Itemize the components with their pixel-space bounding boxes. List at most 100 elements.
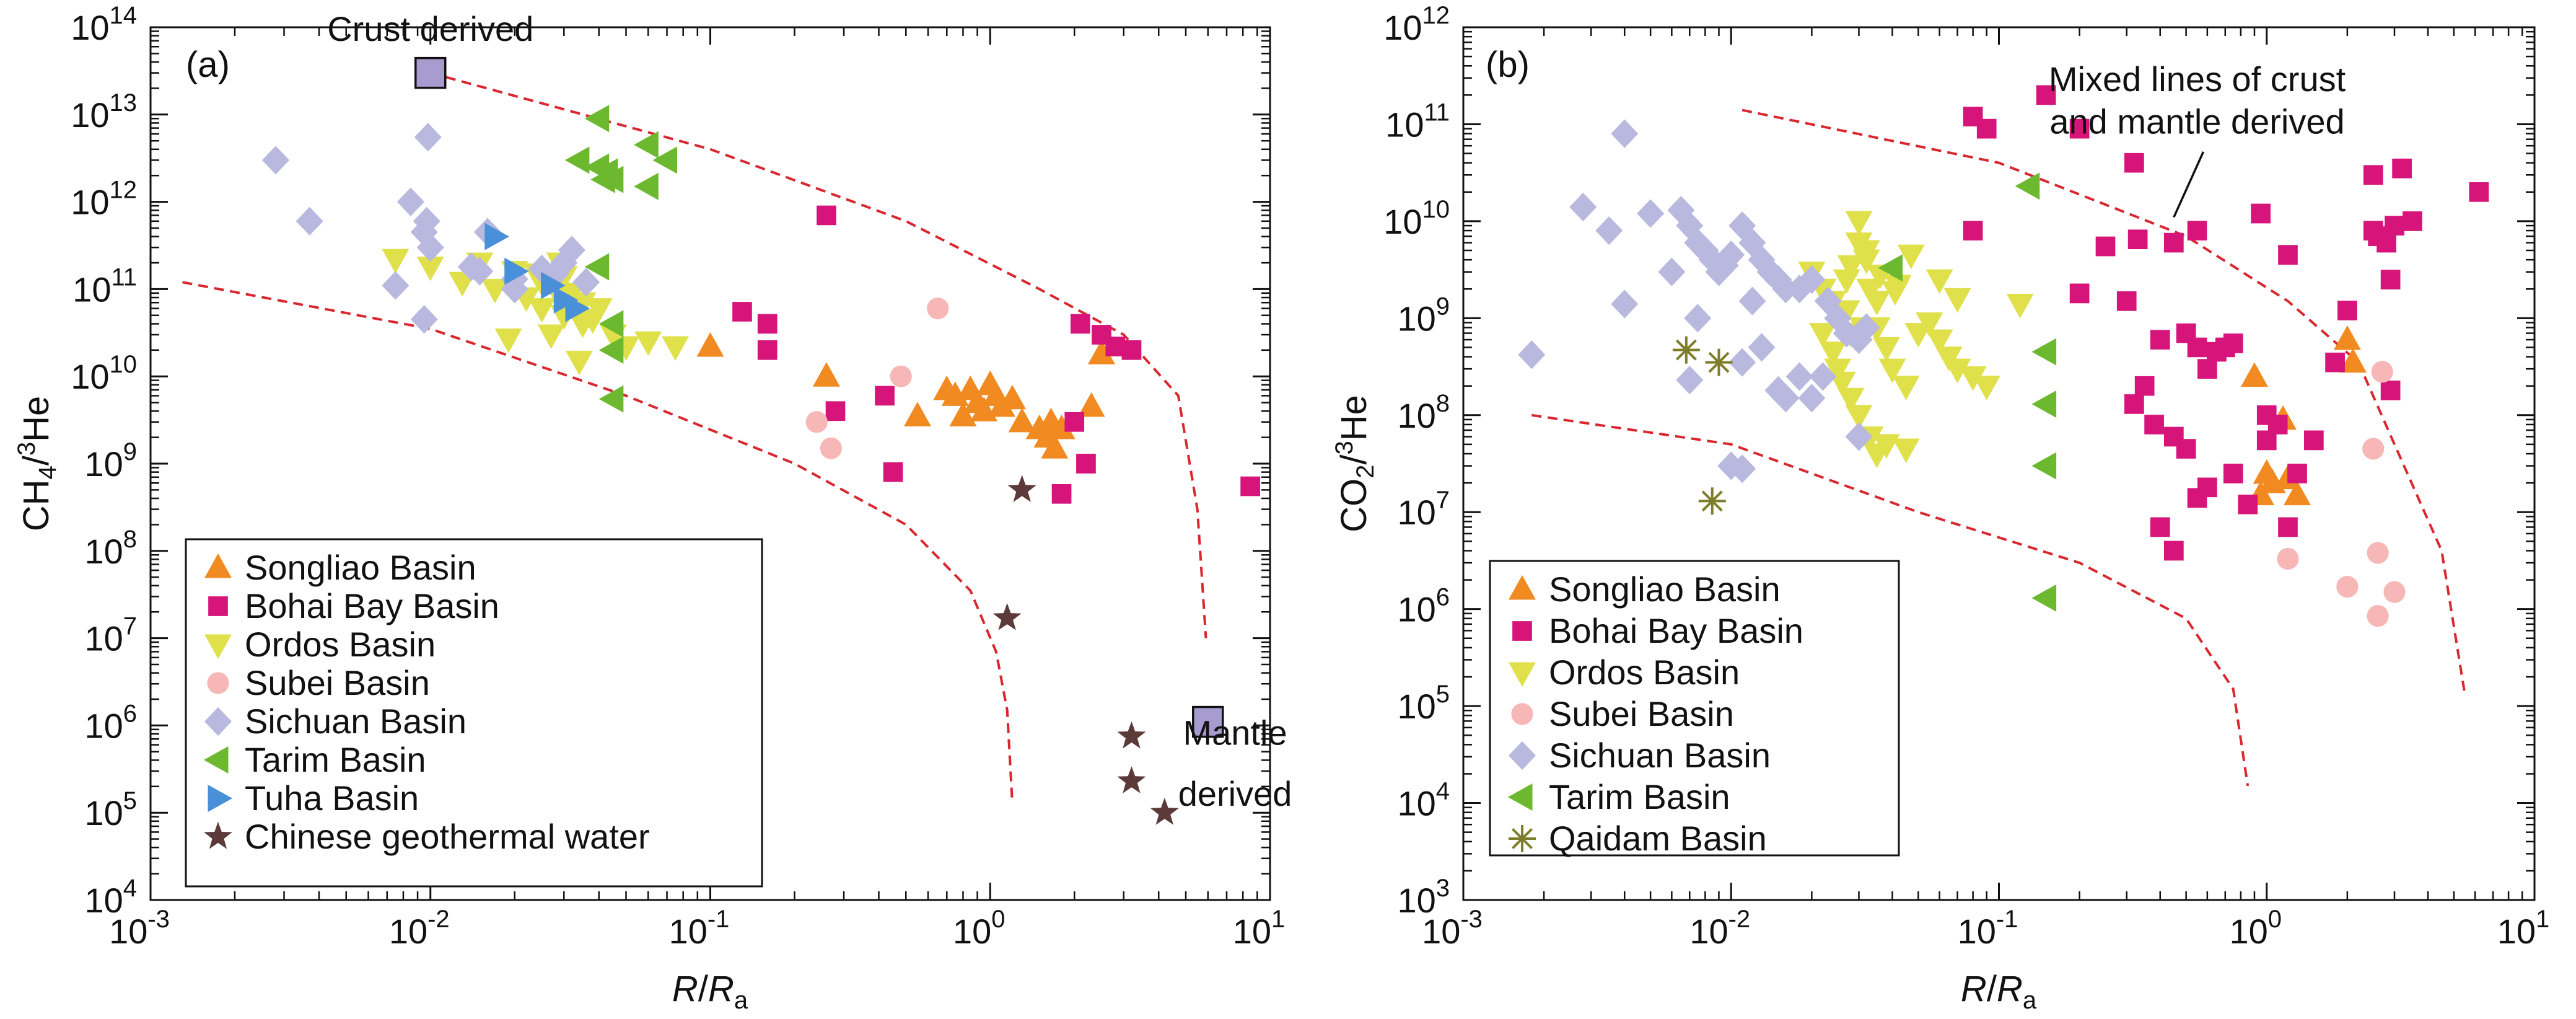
data-point bbox=[2095, 236, 2116, 257]
data-point bbox=[1667, 195, 1695, 225]
data-point bbox=[1070, 314, 1090, 334]
data-point bbox=[537, 324, 565, 350]
mixing-curve bbox=[430, 71, 1207, 638]
data-point bbox=[2197, 359, 2217, 379]
data-point bbox=[296, 206, 323, 236]
data-point bbox=[2197, 477, 2217, 498]
legend-label: Ordos Basin bbox=[245, 625, 436, 664]
data-point bbox=[1837, 387, 1865, 413]
y-tick-label: 107 bbox=[1397, 487, 1450, 532]
y-tick-label: 108 bbox=[1397, 390, 1450, 435]
legend-marker bbox=[1509, 575, 1536, 600]
x-tick-label: 100 bbox=[953, 906, 1005, 951]
x-tick-label: 101 bbox=[2497, 906, 2550, 951]
data-point bbox=[1076, 454, 1096, 474]
legend-marker bbox=[208, 785, 233, 812]
data-point bbox=[2187, 221, 2207, 240]
data-point bbox=[1658, 257, 1686, 286]
data-point bbox=[2380, 270, 2401, 289]
data-point bbox=[2380, 381, 2401, 400]
y-tick-label: 103 bbox=[1397, 875, 1450, 920]
y-tick-label: 105 bbox=[84, 787, 137, 832]
data-point bbox=[2403, 211, 2422, 231]
mixing-curves-b bbox=[1531, 108, 2466, 787]
data-point bbox=[1240, 476, 1260, 496]
data-point bbox=[1088, 340, 1116, 364]
data-point bbox=[2015, 172, 2040, 200]
data-point bbox=[528, 254, 556, 284]
data-point bbox=[2362, 438, 2385, 460]
data-point bbox=[999, 384, 1027, 410]
annotation-text: Mantle bbox=[1183, 713, 1287, 752]
panel-label-b: (b) bbox=[1486, 45, 1530, 85]
data-point bbox=[564, 146, 590, 174]
data-point bbox=[1121, 340, 1142, 360]
legend-marker bbox=[207, 672, 229, 694]
data-point bbox=[1051, 483, 1072, 504]
data-point bbox=[1748, 245, 1776, 275]
data-point bbox=[1845, 211, 1873, 236]
endmembers-a bbox=[414, 56, 1224, 738]
data-point bbox=[2223, 333, 2243, 353]
data-point bbox=[565, 350, 593, 376]
data-point bbox=[1845, 405, 1873, 430]
data-point bbox=[1852, 313, 1880, 342]
data-point bbox=[481, 278, 509, 304]
legend-marker bbox=[203, 746, 229, 774]
data-point bbox=[1897, 244, 1925, 270]
data-point bbox=[504, 257, 529, 285]
data-point bbox=[1872, 434, 1900, 459]
data-point bbox=[1925, 269, 1953, 294]
legend-marker bbox=[208, 596, 228, 616]
data-point bbox=[550, 248, 578, 278]
data-point bbox=[875, 386, 895, 406]
data-point bbox=[1684, 304, 1712, 333]
legend-label: Chinese geothermal water bbox=[245, 817, 650, 856]
data-point bbox=[1884, 275, 1912, 299]
y-tick-label: 1012 bbox=[1383, 2, 1450, 47]
legend-label: Bohai Bay Basin bbox=[245, 586, 499, 625]
data-point bbox=[890, 365, 912, 387]
data-point bbox=[1943, 288, 1971, 313]
data-point bbox=[1973, 376, 2000, 400]
data-point bbox=[634, 131, 659, 159]
data-point bbox=[696, 332, 724, 357]
legend-marker bbox=[204, 707, 232, 736]
data-point bbox=[1772, 275, 1800, 304]
data-point bbox=[598, 385, 624, 413]
data-point bbox=[2144, 415, 2164, 435]
data-point bbox=[1892, 438, 1920, 464]
y-axis-label-b: CO2/3He bbox=[1331, 395, 1379, 532]
data-point bbox=[2176, 439, 2196, 459]
x-axis-label-a: R/Ra bbox=[672, 969, 748, 1014]
data-point bbox=[2367, 542, 2389, 564]
data-point bbox=[1819, 342, 1847, 366]
data-point bbox=[1824, 304, 1852, 333]
data-point bbox=[2240, 362, 2268, 387]
y-axis-label-a: CH4/3He bbox=[13, 396, 61, 532]
data-point bbox=[2367, 605, 2389, 627]
data-point bbox=[1717, 451, 1745, 480]
data-point bbox=[1637, 199, 1665, 228]
legend-marker bbox=[204, 821, 232, 849]
chart-panel-b: 10-3 10-2 10-1 100 101 103 104 105 106 107 108 109 1… bbox=[1331, 2, 2549, 1014]
data-point bbox=[1837, 255, 1865, 280]
data-point bbox=[2124, 394, 2144, 414]
mixing-curves-a bbox=[182, 71, 1207, 803]
legend-label: Subei Basin bbox=[1549, 694, 1734, 733]
y-tick-label: 107 bbox=[84, 613, 137, 658]
data-point bbox=[949, 402, 977, 426]
data-point bbox=[1845, 325, 1873, 355]
data-point bbox=[1008, 407, 1036, 433]
data-point bbox=[933, 375, 961, 400]
data-point bbox=[541, 259, 569, 288]
endmember-marker bbox=[1192, 705, 1224, 738]
y-tick-label: 106 bbox=[1397, 584, 1450, 629]
data-point bbox=[2124, 152, 2144, 173]
data-point bbox=[1077, 392, 1105, 417]
data-points-a bbox=[262, 105, 1260, 825]
data-point bbox=[528, 298, 556, 323]
